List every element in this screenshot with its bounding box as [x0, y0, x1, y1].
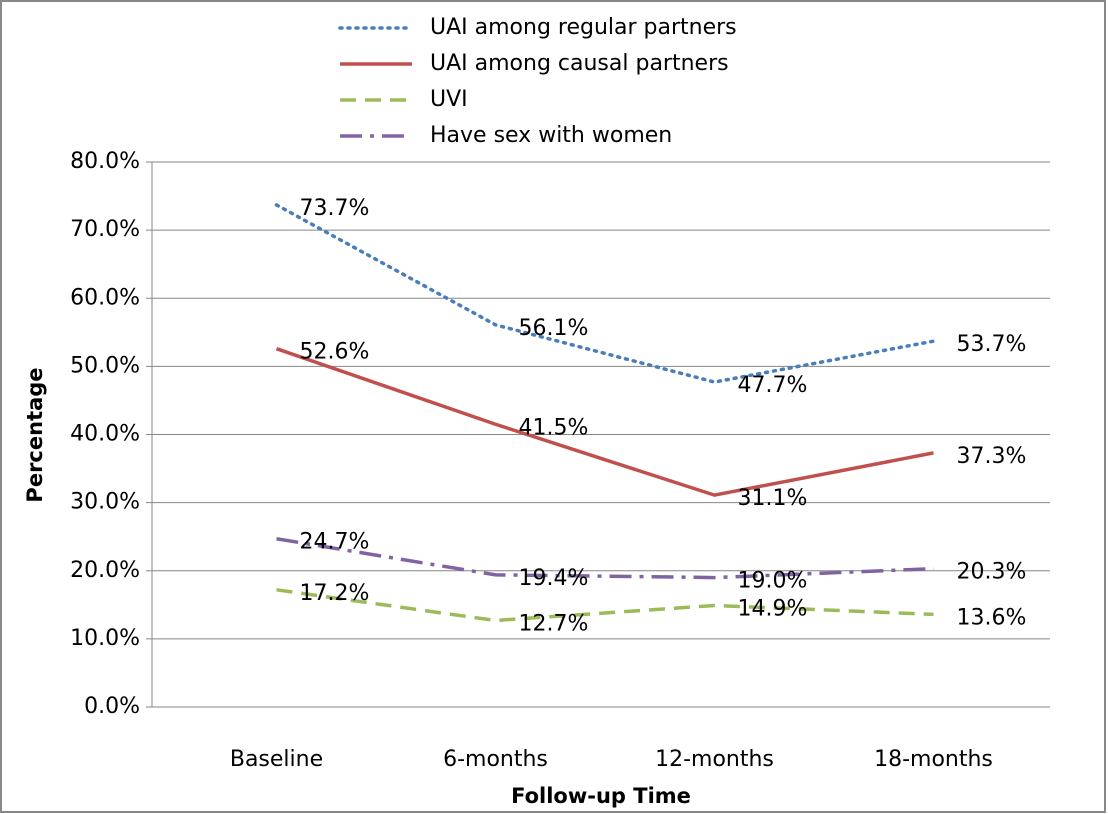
y-tick-label: 80.0% — [70, 149, 140, 174]
y-tick-label: 20.0% — [70, 558, 140, 583]
x-tick-label: 12-months — [655, 747, 774, 772]
legend-label: UVI — [430, 87, 468, 112]
data-label: 53.7% — [957, 332, 1027, 357]
x-axis-title: Follow-up Time — [511, 784, 691, 808]
x-tick-label: 18-months — [874, 747, 993, 772]
x-tick-label: 6-months — [443, 747, 548, 772]
y-tick-label: 40.0% — [70, 422, 140, 447]
data-label: 41.5% — [519, 415, 589, 440]
data-label: 12.7% — [519, 611, 589, 636]
x-tick-label: Baseline — [230, 747, 323, 772]
data-label: 37.3% — [957, 444, 1027, 469]
y-tick-label: 10.0% — [70, 626, 140, 651]
y-tick-label: 70.0% — [70, 217, 140, 242]
data-label: 47.7% — [738, 373, 808, 398]
series-line — [274, 203, 936, 384]
y-tick-label: 30.0% — [70, 490, 140, 515]
data-label: 19.4% — [519, 566, 589, 591]
y-tick-label: 0.0% — [84, 694, 140, 719]
legend-label: UAI among regular partners — [430, 15, 737, 40]
series-line — [275, 347, 934, 497]
data-label: 31.1% — [738, 486, 808, 511]
data-label: 13.6% — [957, 605, 1027, 630]
data-label: 20.3% — [957, 560, 1027, 585]
y-tick-label: 50.0% — [70, 353, 140, 378]
data-label: 24.7% — [300, 530, 370, 555]
y-tick-label: 60.0% — [70, 285, 140, 310]
legend-label: UAI among causal partners — [430, 51, 729, 76]
data-label: 17.2% — [300, 581, 370, 606]
y-axis-title: Percentage — [23, 367, 47, 502]
series-line — [276, 537, 934, 580]
series-line — [276, 588, 934, 623]
data-label: 19.0% — [738, 569, 808, 594]
data-label: 52.6% — [300, 340, 370, 365]
data-label: 14.9% — [738, 596, 808, 621]
legend-label: Have sex with women — [430, 123, 672, 148]
data-label: 73.7% — [300, 196, 370, 221]
data-label: 56.1% — [519, 316, 589, 341]
